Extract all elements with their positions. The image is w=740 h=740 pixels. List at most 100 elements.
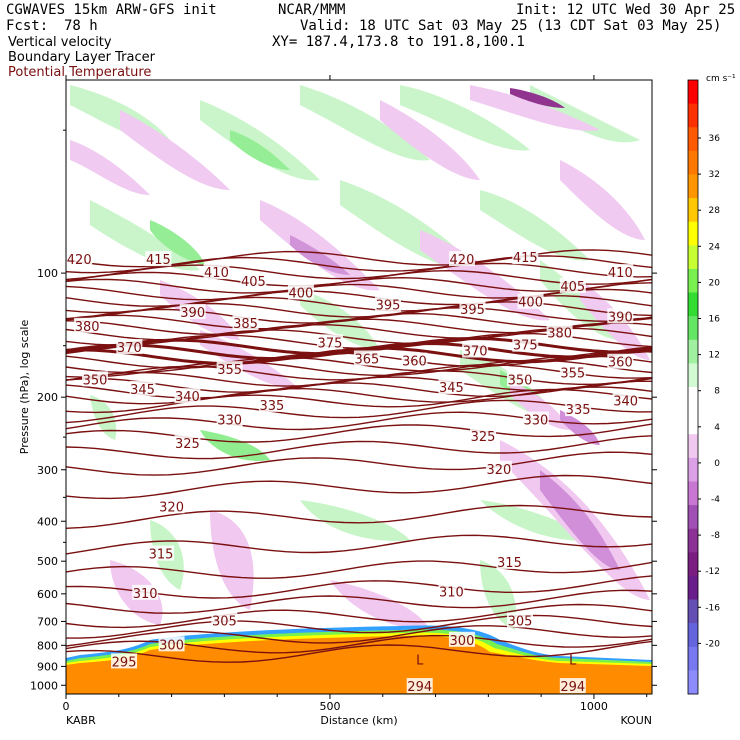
contour-label-bg <box>179 304 206 320</box>
contour-label-bg <box>287 284 314 300</box>
contour-label-bg <box>470 428 497 444</box>
theta-contour <box>66 451 652 476</box>
theta-contour-label: 330 <box>217 414 242 429</box>
colorbar-swatch <box>688 80 698 105</box>
theta-contour-label: 350 <box>508 373 533 388</box>
theta-contour <box>66 288 652 307</box>
field-label-tracer: Boundary Layer Tracer <box>8 50 155 65</box>
downdraft-region <box>120 110 230 190</box>
colorbar-swatch <box>688 245 698 270</box>
contour-label-bg <box>148 545 175 561</box>
contour-label-bg <box>507 612 534 628</box>
contour-label-bg <box>406 678 433 694</box>
downdraft-region <box>470 85 600 131</box>
theta-contour <box>66 474 652 500</box>
y-tick-label: 200 <box>37 391 58 404</box>
contour-label-bg <box>507 371 534 387</box>
theta-contour-label: 335 <box>259 399 284 414</box>
theta-contour-label: 300 <box>159 638 184 653</box>
contour-label-bg <box>353 350 380 366</box>
downdraft-region <box>540 470 620 570</box>
theta-contour <box>66 614 652 639</box>
theta-contour-label: 320 <box>486 463 511 478</box>
colorbar-swatch <box>688 387 698 412</box>
theta-contour-label: 325 <box>471 430 496 445</box>
contour-label-bg <box>203 264 230 280</box>
theta-contour-label: 375 <box>513 339 538 354</box>
theta-contour-label: 365 <box>355 352 380 367</box>
theta-contour-lines <box>66 249 652 663</box>
init-time: Init: 12 UTC Wed 30 Apr 25 <box>516 2 736 18</box>
colorbar-swatch <box>688 292 698 317</box>
colorbar-swatch <box>688 481 698 506</box>
downdraft-region <box>260 200 380 291</box>
updraft-region <box>300 85 430 161</box>
colorbar-tick-label: 8 <box>714 387 720 397</box>
theta-contour-label: 375 <box>318 336 343 351</box>
contour-label-bg <box>375 296 402 312</box>
theta-contour-label: 360 <box>608 356 633 371</box>
theta-contour-labels: 420 415 410 405 400 380 390 385 395 375 370 365 360 3… <box>66 249 639 695</box>
theta-contour-label: 294 <box>407 680 432 695</box>
theta-contour-label: 415 <box>146 253 171 268</box>
contour-label-bg <box>559 277 586 293</box>
updraft-region <box>90 395 117 440</box>
theta-contour-label: L <box>416 653 424 668</box>
theta-contour <box>66 603 652 629</box>
theta-contour <box>66 625 652 647</box>
theta-contour-label: 395 <box>460 303 485 318</box>
colorbar-swatch <box>688 268 698 294</box>
colorbar-swatch <box>688 623 698 648</box>
colorbar-swatch <box>688 221 698 246</box>
contour-label-bg <box>129 380 156 396</box>
colorbar-swatch <box>688 316 698 341</box>
colorbar-frame <box>687 79 699 695</box>
theta-contour-label: 395 <box>376 299 401 314</box>
colorbar-swatch <box>688 457 698 482</box>
colorbar-swatch <box>688 150 698 175</box>
colorbar-tick-label: 4 <box>714 423 720 433</box>
theta-contour-label: 335 <box>566 403 591 418</box>
y-axis-label: Pressure (hPa), log scale <box>18 320 31 455</box>
x-tick-label: 1000 <box>580 700 608 713</box>
theta-contour-label: 315 <box>149 548 174 563</box>
colorbar-tick-label: 20 <box>709 278 721 288</box>
y-tick-label: 500 <box>37 555 58 568</box>
theta-contour-label: 325 <box>175 437 200 452</box>
contour-label-bg <box>517 293 544 309</box>
colorbar-tick-label: -16 <box>705 603 720 613</box>
theta-contour-label: 330 <box>523 414 548 429</box>
contour-label-bg <box>258 396 285 412</box>
y-tick-label: 900 <box>37 660 58 673</box>
theta-contour <box>66 640 652 663</box>
downdraft-region <box>560 410 600 445</box>
contour-label-bg <box>174 435 201 451</box>
theta-contour-label: 400 <box>289 286 314 301</box>
contour-label-bg <box>448 251 475 267</box>
theta-contour-label: 345 <box>130 383 155 398</box>
contour-label-bg <box>82 371 109 387</box>
theta-contour <box>66 534 652 555</box>
downdraft-region <box>290 235 350 275</box>
theta-contour-label: 410 <box>608 266 633 281</box>
downdraft-region <box>70 140 150 195</box>
colorbar-tick-label: -20 <box>705 639 720 649</box>
downdraft-region <box>380 100 480 180</box>
contour-label-bg <box>559 364 586 380</box>
theta-contour-label: 305 <box>508 614 533 629</box>
theta-contour <box>66 359 652 378</box>
updraft-region <box>150 220 205 265</box>
theta-contour <box>66 504 652 529</box>
contour-label-bg <box>512 336 539 352</box>
contour-label-bg <box>316 334 343 350</box>
theta-contour-label: 405 <box>560 280 585 295</box>
colorbar-tick-label: 36 <box>709 134 721 144</box>
theta-contour-label: 410 <box>204 266 229 281</box>
colorbar-tick-label: 0 <box>714 459 720 469</box>
theta-contour-label: 310 <box>439 585 464 600</box>
updraft-region <box>400 85 530 151</box>
colorbar-swatch <box>688 528 698 553</box>
contour-label-bg <box>145 251 172 267</box>
colorbar-tick-label: 32 <box>709 170 720 180</box>
theta-contour-label: 294 <box>560 680 585 695</box>
